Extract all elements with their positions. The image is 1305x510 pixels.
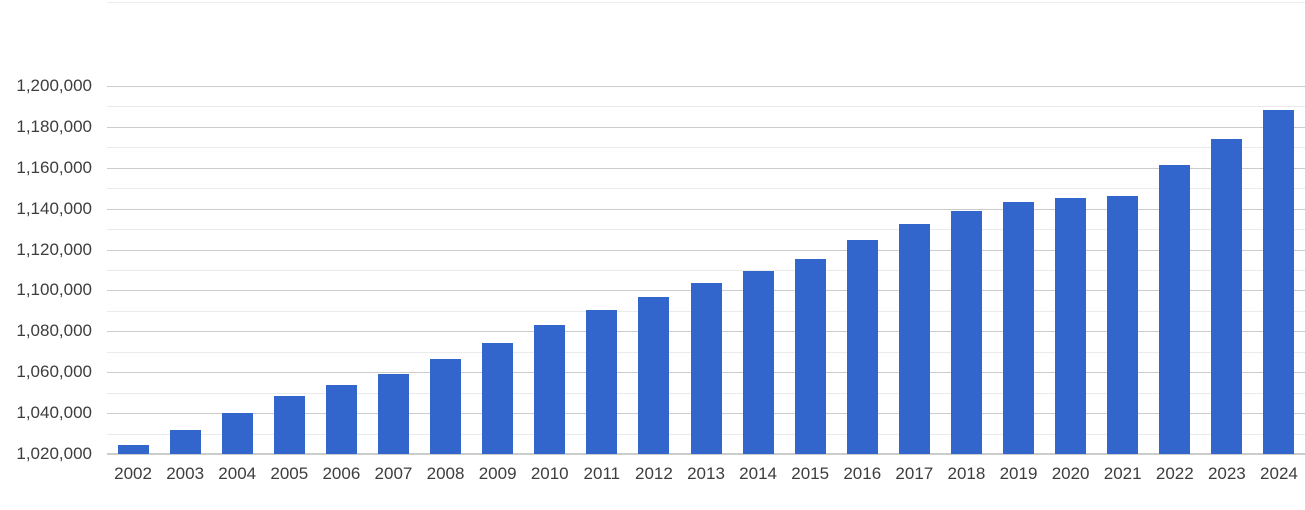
x-axis-tick-label-2007: 2007 bbox=[374, 464, 413, 483]
bar-2003[interactable] bbox=[169, 430, 201, 454]
x-axis-tick-label-2005: 2005 bbox=[270, 464, 309, 483]
bar-2008[interactable] bbox=[430, 358, 462, 454]
x-axis-tick-label-2016: 2016 bbox=[843, 464, 882, 483]
x-axis-tick-label-2024: 2024 bbox=[1260, 464, 1298, 483]
y-axis-tick-label: 1,180,000 bbox=[16, 116, 92, 136]
bar-2024[interactable] bbox=[1263, 110, 1295, 454]
bar-2004[interactable] bbox=[221, 413, 253, 454]
x-axis-tick-label-2011: 2011 bbox=[583, 464, 621, 483]
bar-2013[interactable] bbox=[690, 282, 722, 454]
bar-2022[interactable] bbox=[1159, 164, 1191, 454]
y-axis-tick-label: 1,040,000 bbox=[16, 403, 92, 423]
bar-2015[interactable] bbox=[794, 258, 826, 454]
x-axis-tick-label-2004: 2004 bbox=[218, 464, 257, 483]
y-axis-tick-label: 1,120,000 bbox=[16, 239, 92, 259]
x-axis-tick-label-2019: 2019 bbox=[999, 464, 1038, 483]
bar-2023[interactable] bbox=[1211, 139, 1243, 454]
major-gridline bbox=[107, 126, 1305, 128]
y-axis-tick-label: 1,060,000 bbox=[16, 362, 92, 382]
x-axis-tick-label-2010: 2010 bbox=[530, 464, 569, 483]
bar-2019[interactable] bbox=[1003, 202, 1035, 454]
x-axis-tick-label-2013: 2013 bbox=[687, 464, 725, 483]
x-axis-tick-label-2012: 2012 bbox=[634, 464, 673, 483]
bar-2011[interactable] bbox=[586, 309, 618, 454]
major-gridline bbox=[107, 167, 1305, 169]
x-axis-tick-label-2023: 2023 bbox=[1207, 464, 1246, 483]
x-axis-tick-label-2003: 2003 bbox=[166, 464, 205, 483]
x-axis-tick-label-2006: 2006 bbox=[322, 464, 361, 483]
bar-2010[interactable] bbox=[534, 324, 566, 454]
y-axis-tick-label: 1,100,000 bbox=[16, 280, 92, 300]
bar-2021[interactable] bbox=[1107, 195, 1139, 454]
x-axis-tick-label-2008: 2008 bbox=[426, 464, 465, 483]
bar-2005[interactable] bbox=[273, 395, 305, 454]
major-gridline bbox=[107, 85, 1305, 87]
x-axis-tick-label-2002: 2002 bbox=[114, 464, 152, 483]
y-axis-tick-label: 1,080,000 bbox=[16, 321, 92, 341]
plot-top-edge-line bbox=[107, 2, 1305, 3]
x-axis-tick-label-2020: 2020 bbox=[1051, 464, 1090, 483]
minor-gridline bbox=[107, 106, 1305, 108]
bar-2017[interactable] bbox=[898, 223, 930, 454]
minor-gridline bbox=[107, 188, 1305, 190]
x-axis-tick-label-2015: 2015 bbox=[791, 464, 830, 483]
y-axis-tick-label: 1,160,000 bbox=[16, 157, 92, 177]
bar-2012[interactable] bbox=[638, 297, 670, 454]
x-axis-tick-label-2014: 2014 bbox=[739, 464, 777, 483]
x-axis-tick-label-2018: 2018 bbox=[947, 464, 986, 483]
bar-2020[interactable] bbox=[1055, 197, 1087, 454]
bar-2002[interactable] bbox=[117, 445, 149, 454]
bar-2006[interactable] bbox=[325, 385, 357, 454]
y-axis-tick-label: 1,020,000 bbox=[16, 444, 92, 463]
y-axis-tick-label: 1,140,000 bbox=[16, 198, 92, 218]
bar-2018[interactable] bbox=[950, 211, 982, 454]
x-axis-tick-label-2021: 2021 bbox=[1103, 464, 1142, 483]
bar-2009[interactable] bbox=[482, 342, 514, 454]
y-axis-tick-label: 1,200,000 bbox=[16, 75, 92, 95]
minor-gridline bbox=[107, 147, 1305, 149]
bar-2014[interactable] bbox=[742, 270, 774, 454]
x-axis-tick-label-2022: 2022 bbox=[1155, 464, 1194, 483]
x-axis-tick-label-2009: 2009 bbox=[478, 464, 517, 483]
x-axis-tick-label-2017: 2017 bbox=[895, 464, 934, 483]
bar-2007[interactable] bbox=[377, 373, 409, 454]
bar-2016[interactable] bbox=[846, 240, 878, 454]
